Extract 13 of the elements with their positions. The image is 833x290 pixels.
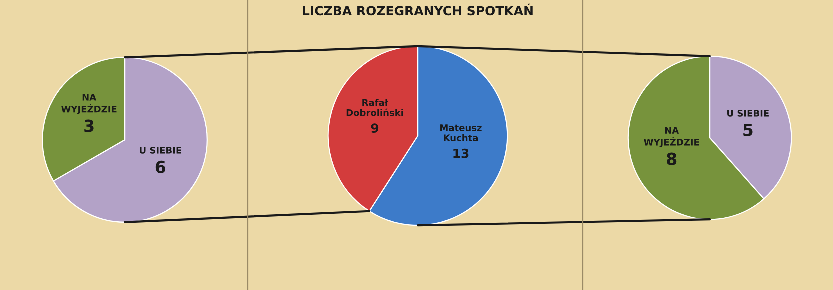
data-label: 8 bbox=[667, 152, 677, 166]
data-label: 5 bbox=[744, 124, 753, 136]
slice-label: U SIEBIE bbox=[140, 147, 182, 154]
slice-label: NA WYJEŹDZIE bbox=[62, 94, 117, 114]
slice-label: Mateusz Kuchta bbox=[440, 124, 482, 142]
slice-label: U SIEBIE bbox=[728, 110, 769, 117]
data-label: 9 bbox=[371, 124, 379, 134]
slice-label: NA WYJEŹDZIE bbox=[644, 127, 700, 148]
data-label: 6 bbox=[156, 160, 166, 174]
slice-label: Rafał Dobroliński bbox=[346, 99, 404, 116]
data-label: 13 bbox=[454, 148, 469, 158]
data-label: 3 bbox=[84, 120, 94, 132]
chart-title: LICZBA ROZEGRANYCH SPOTKAŃ bbox=[303, 4, 533, 16]
